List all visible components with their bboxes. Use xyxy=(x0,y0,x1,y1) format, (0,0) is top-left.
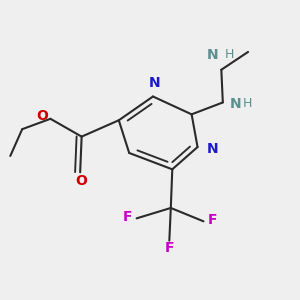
Text: H: H xyxy=(225,48,235,62)
Text: N: N xyxy=(207,48,218,62)
Text: F: F xyxy=(208,213,217,227)
Text: N: N xyxy=(148,76,160,90)
Text: F: F xyxy=(165,241,174,255)
Text: H: H xyxy=(243,98,252,110)
Text: O: O xyxy=(75,174,87,188)
Text: N: N xyxy=(230,97,242,111)
Text: N: N xyxy=(206,142,218,155)
Text: O: O xyxy=(36,110,48,123)
Text: F: F xyxy=(123,210,133,224)
